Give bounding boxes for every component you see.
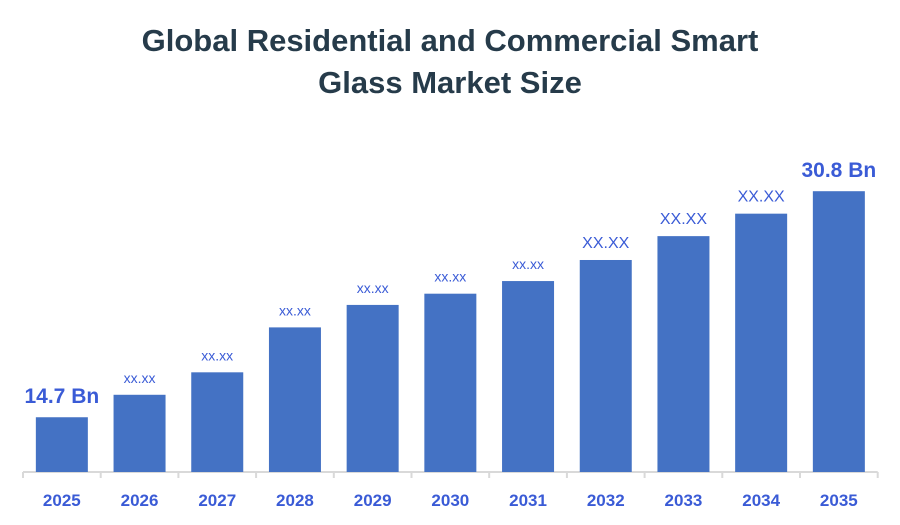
- data-label-2034: XX.XX: [738, 189, 785, 206]
- x-tick-label-2027: 2027: [198, 491, 236, 510]
- bar-2025: [35, 417, 88, 472]
- chart-title-line-2: Glass Market Size: [318, 65, 582, 100]
- bar-2030: [424, 293, 477, 472]
- bar-2028: [268, 327, 321, 472]
- x-tick-label-2033: 2033: [665, 491, 703, 510]
- chart-title-line-1: Global Residential and Commercial Smart: [141, 23, 759, 58]
- chart-title: Global Residential and Commercial Smart …: [0, 20, 900, 104]
- bar-2031: [502, 281, 555, 472]
- x-tick-label-2028: 2028: [276, 491, 314, 510]
- data-label-2033: XX.XX: [660, 211, 707, 228]
- data-label-2025: 14.7 Bn: [24, 385, 99, 408]
- data-label-2029: xx.xx: [357, 280, 389, 296]
- x-tick-label-2029: 2029: [354, 491, 392, 510]
- data-label-2028: xx.xx: [279, 302, 311, 318]
- bar-2027: [191, 372, 244, 472]
- data-label-2035: 30.8 Bn: [801, 159, 876, 182]
- x-tick-label-2030: 2030: [431, 491, 469, 510]
- bar-2032: [579, 259, 632, 472]
- x-tick-label-2034: 2034: [742, 491, 780, 510]
- x-tick-label-2026: 2026: [121, 491, 159, 510]
- x-tick-label-2035: 2035: [820, 491, 858, 510]
- data-label-2026: xx.xx: [124, 370, 156, 386]
- bar-2026: [113, 394, 166, 472]
- bar-2034: [735, 213, 788, 472]
- bar-2035: [812, 191, 865, 472]
- x-tick-label-2025: 2025: [43, 491, 81, 510]
- bar-2033: [657, 236, 710, 472]
- bar-2029: [346, 304, 399, 472]
- data-label-2027: xx.xx: [201, 347, 233, 363]
- data-label-2031: xx.xx: [512, 256, 544, 272]
- x-tick-label-2032: 2032: [587, 491, 625, 510]
- data-label-2032: XX.XX: [582, 235, 629, 252]
- x-tick-label-2031: 2031: [509, 491, 547, 510]
- data-label-2030: xx.xx: [434, 269, 466, 285]
